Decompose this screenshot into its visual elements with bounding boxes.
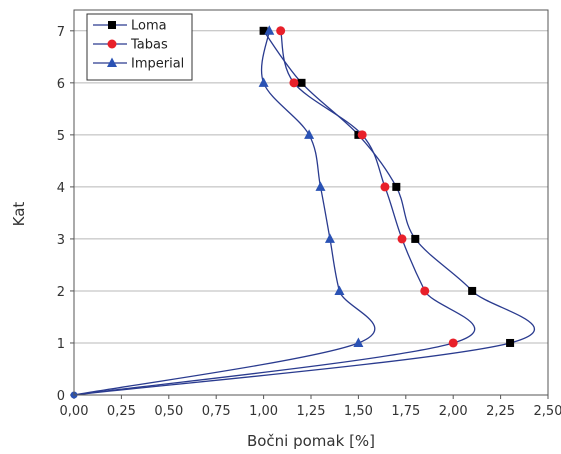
data-series — [70, 25, 535, 399]
x-tick-label: 2,25 — [486, 404, 515, 419]
point-loma — [468, 286, 477, 295]
x-axis-ticks: 0,00 0,25 0,50 0,75 1,00 1,25 1,50 1,75 2,00 2,25… — [60, 395, 561, 419]
x-tick-label: 2,00 — [439, 404, 468, 419]
point-tabas — [276, 26, 286, 36]
point-tabas — [380, 182, 390, 192]
gridlines — [74, 30, 548, 344]
series-line-loma — [73, 30, 535, 396]
y-tick-label: 5 — [57, 129, 65, 144]
point-tabas — [420, 286, 430, 296]
point-loma — [411, 234, 420, 243]
point-tabas — [397, 234, 407, 244]
legend-marker-imperial — [107, 57, 117, 67]
legend-label-loma: Loma — [131, 19, 167, 34]
point-imperial — [353, 337, 364, 347]
point-imperial — [264, 25, 275, 35]
series-line-tabas — [73, 30, 476, 396]
x-tick-label: 0,00 — [60, 404, 89, 419]
point-loma — [392, 182, 401, 191]
x-tick-label: 0,25 — [107, 404, 136, 419]
legend-marker-loma — [108, 21, 116, 29]
point-loma — [506, 338, 515, 347]
y-tick-label: 3 — [57, 233, 65, 248]
y-tick-label: 0 — [57, 389, 65, 404]
point-imperial — [258, 77, 269, 87]
legend-item-tabas: Tabas — [93, 38, 168, 53]
point-imperial — [334, 285, 345, 295]
x-tick-label: 1,00 — [249, 404, 278, 419]
plot-frame — [73, 9, 549, 396]
point-loma — [297, 78, 306, 87]
point-tabas — [448, 338, 458, 348]
legend-label-tabas: Tabas — [130, 38, 168, 53]
y-tick-label: 7 — [57, 25, 65, 40]
point-tabas — [357, 130, 367, 140]
y-tick-label: 6 — [57, 77, 65, 92]
x-tick-label: 1,25 — [297, 404, 326, 419]
x-tick-label: 1,75 — [391, 404, 420, 419]
y-tick-label: 1 — [57, 337, 65, 352]
point-tabas — [289, 78, 299, 88]
y-tick-label: 2 — [57, 285, 65, 300]
legend: Loma Tabas Imperial — [86, 13, 193, 81]
legend-item-loma: Loma — [93, 19, 167, 34]
x-tick-label: 0,50 — [154, 404, 183, 419]
legend-label-imperial: Imperial — [131, 57, 184, 72]
series-imperial — [73, 25, 376, 396]
point-imperial — [324, 233, 335, 243]
x-tick-label: 0,75 — [202, 404, 231, 419]
point-loma — [259, 26, 268, 35]
legend-item-imperial: Imperial — [93, 57, 184, 72]
y-axis-ticks: 0 1 2 3 4 5 6 7 — [57, 25, 74, 404]
point-imperial — [304, 129, 315, 139]
point-imperial — [315, 181, 326, 191]
x-axis-title: Bočni pomak [%] — [247, 432, 375, 450]
series-tabas — [73, 26, 476, 396]
y-axis-title: Kat — [10, 202, 28, 227]
x-tick-label: 1,50 — [344, 404, 373, 419]
legend-marker-tabas — [107, 39, 117, 49]
x-tick-label: 2,50 — [534, 404, 561, 419]
y-tick-label: 4 — [57, 181, 65, 196]
